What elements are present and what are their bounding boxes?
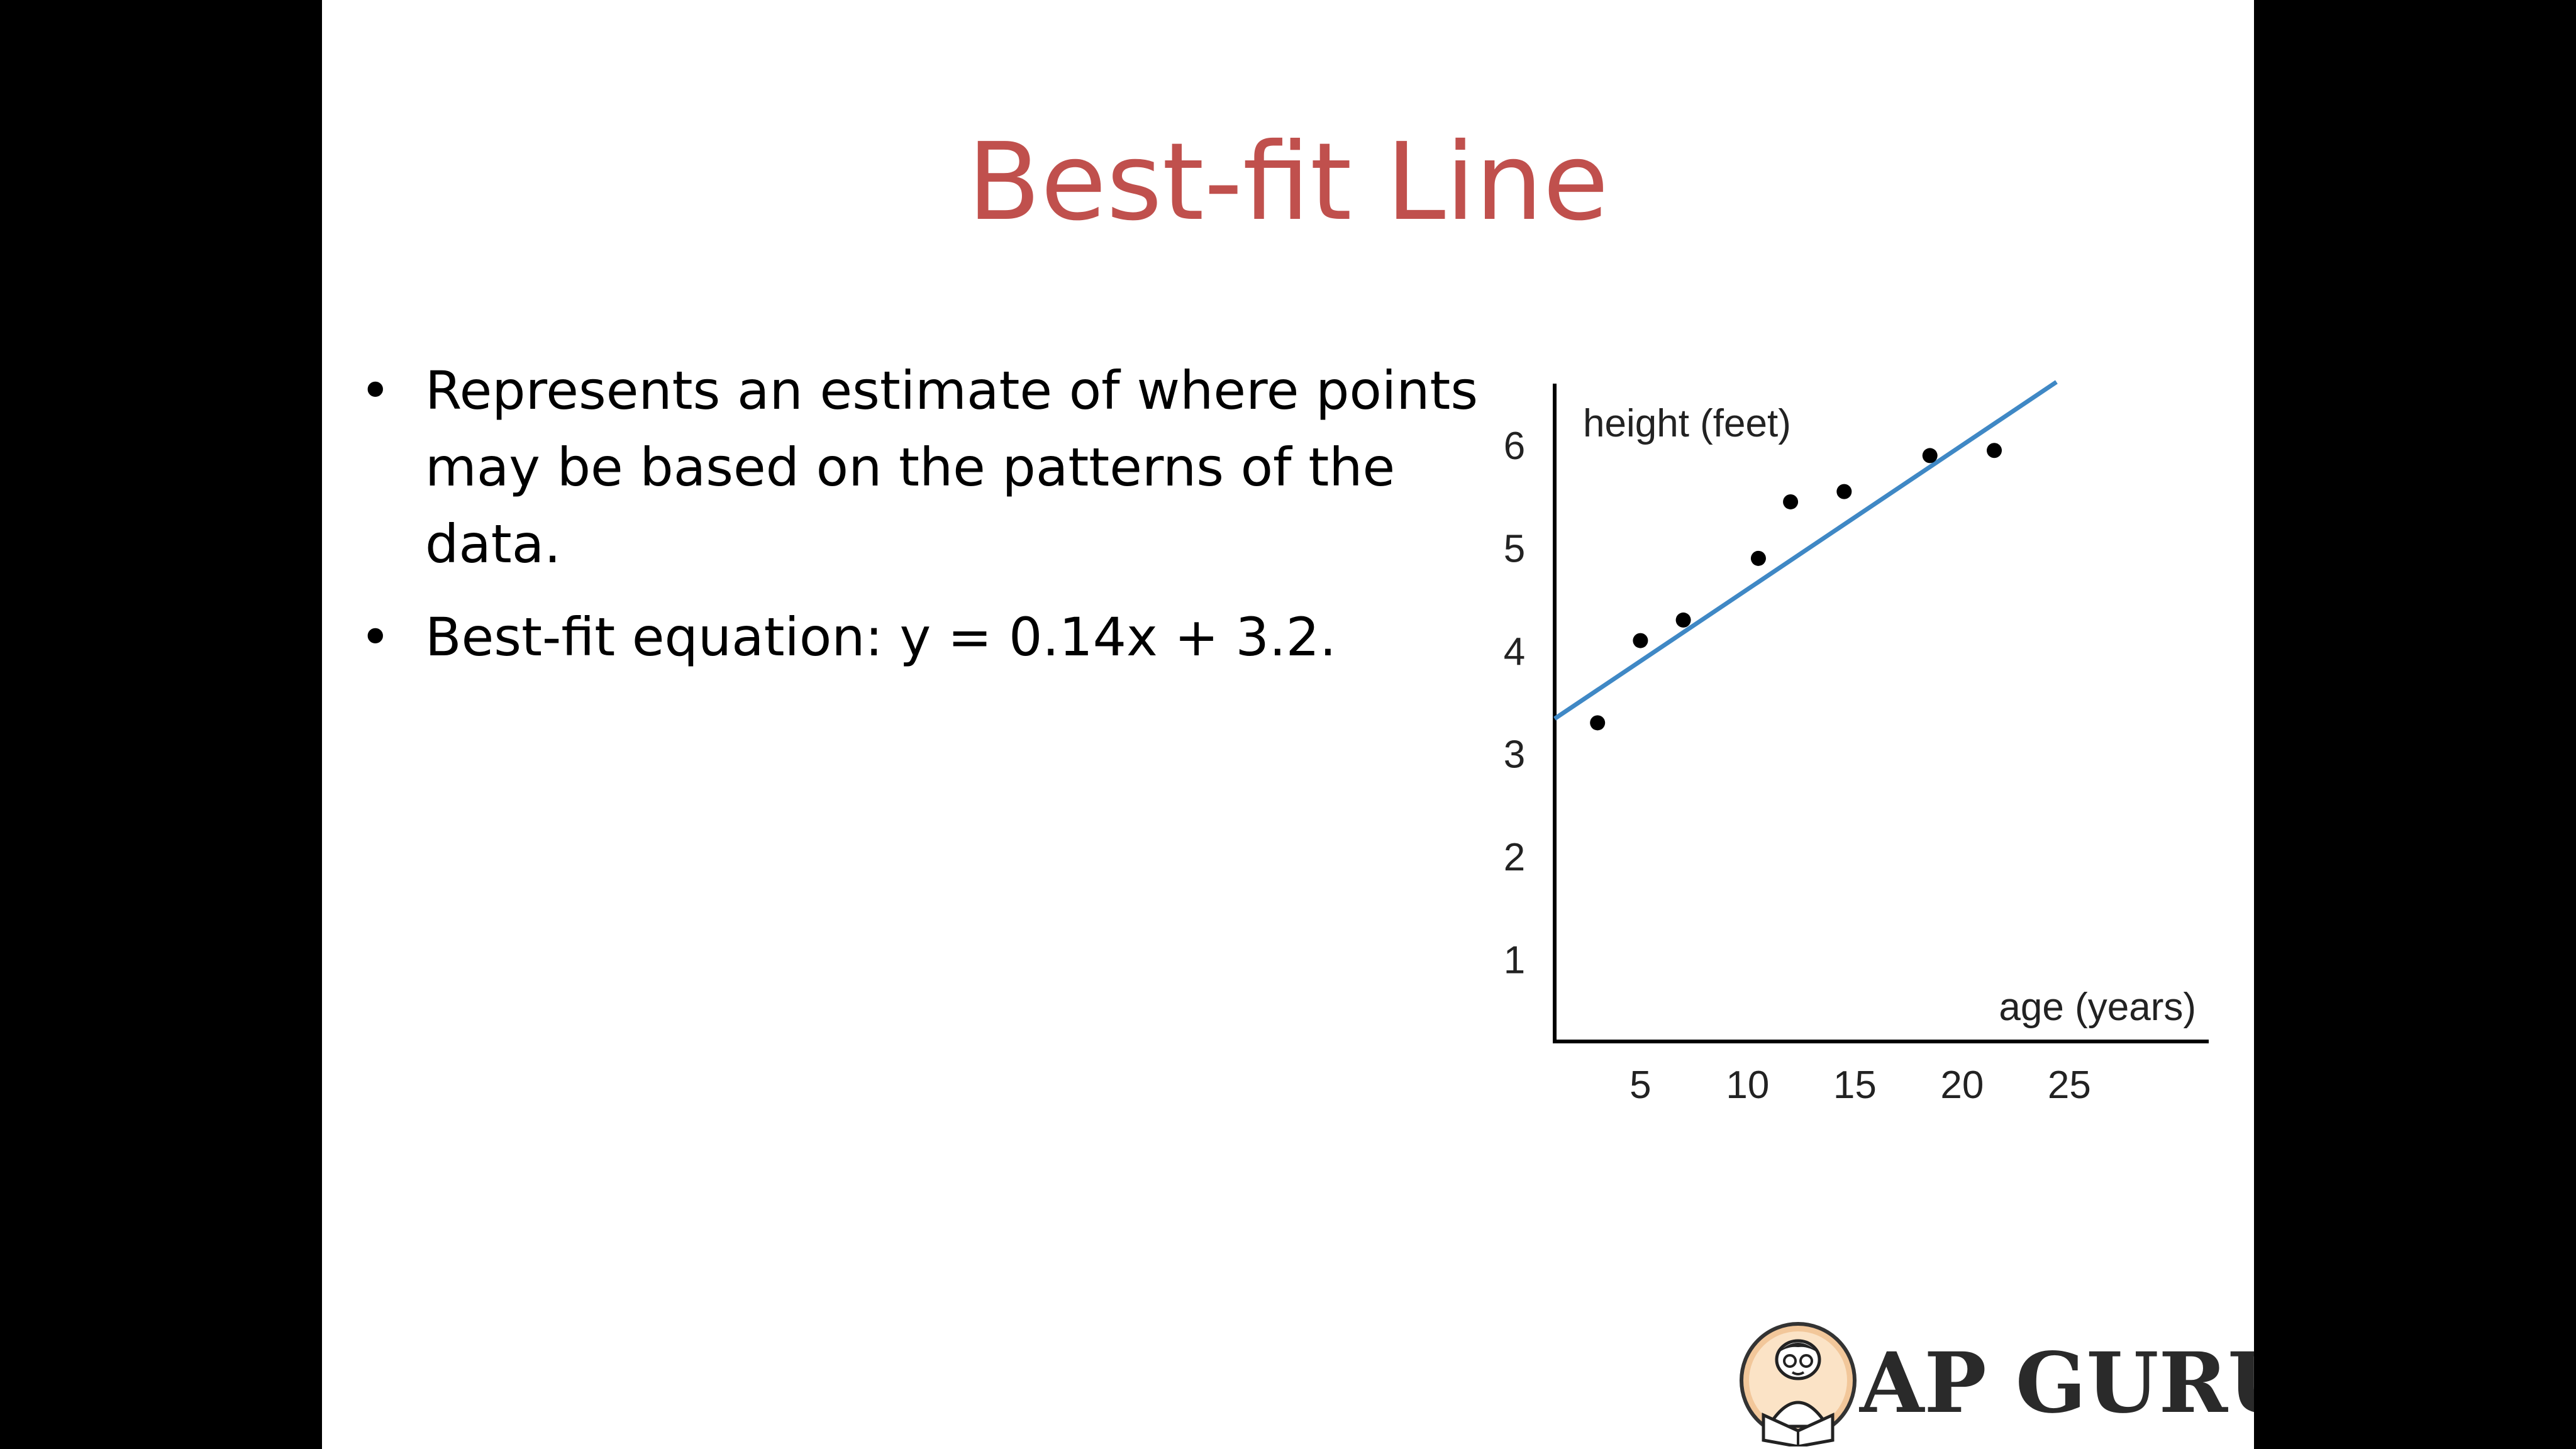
data-point [1750,550,1766,566]
scatter-chart: 1 2 3 4 5 6 5 10 15 20 25 height (feet) age (year… [1504,380,2209,1107]
y-tick-label: 4 [1504,630,1525,674]
bullet-item: • Represents an estimate of where points… [360,352,1492,582]
bullet-dot-icon: • [360,360,391,421]
data-point [1590,715,1606,731]
y-tick-label: 5 [1504,528,1525,571]
logo-text: AP GURU [1860,1335,2254,1432]
x-tick-label: 10 [1726,1063,1769,1107]
slide-title: Best-fit Line [967,120,1609,245]
x-tick-label: 25 [2048,1063,2091,1107]
bullet-item: • Best-fit equation: y = 0.14x + 3.2. [360,599,1492,675]
y-tick-label: 6 [1504,425,1525,468]
x-tick-label: 15 [1833,1063,1877,1107]
best-fit-line [1553,380,2058,721]
x-tick-label: 5 [1629,1063,1651,1107]
x-axis-label: age (years) [1999,985,2196,1029]
y-axis-label: height (feet) [1583,402,1791,445]
data-point [1633,633,1648,648]
chart-axes [1553,384,2209,1043]
y-tick-label: 2 [1504,836,1525,879]
slide: Best-fit Line • Represents an estimate o… [322,0,2254,1449]
y-tick-labels: 1 2 3 4 5 6 [1504,425,1525,982]
bullet-list: • Represents an estimate of where points… [360,352,1492,692]
data-point [1836,484,1852,499]
bullet-dot-icon: • [360,606,391,668]
bullet-text: Represents an estimate of where points m… [425,360,1479,575]
bullet-text: Best-fit equation: y = 0.14x + 3.2. [425,606,1336,668]
x-tick-label: 20 [1940,1063,1984,1107]
data-points [1590,443,2002,731]
x-tick-labels: 5 10 15 20 25 [1629,1063,2091,1107]
ap-guru-logo: AP GURU [1724,1314,2254,1449]
data-point [1675,612,1691,628]
y-tick-label: 1 [1504,938,1525,982]
data-point [1987,443,2002,458]
data-point [1922,448,1938,464]
y-tick-label: 3 [1504,733,1525,776]
reading-person-avatar-icon [1740,1322,1857,1446]
data-point [1783,494,1799,509]
